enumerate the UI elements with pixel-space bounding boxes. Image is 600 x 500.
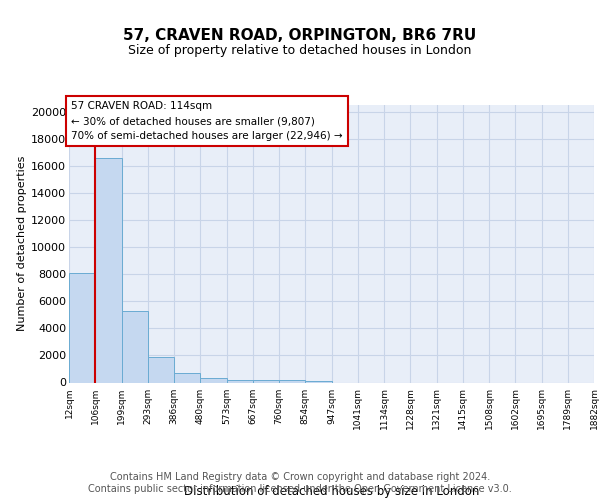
Bar: [253, 380, 279, 382]
Bar: [69, 273, 95, 382]
Text: 57 CRAVEN ROAD: 114sqm
← 30% of detached houses are smaller (9,807)
70% of semi-: 57 CRAVEN ROAD: 114sqm ← 30% of detached…: [71, 102, 343, 141]
Text: Size of property relative to detached houses in London: Size of property relative to detached ho…: [128, 44, 472, 57]
Y-axis label: Number of detached properties: Number of detached properties: [17, 156, 27, 332]
Bar: [279, 380, 305, 382]
Bar: [148, 358, 174, 382]
Text: Contains public sector information licensed under the Open Government Licence v3: Contains public sector information licen…: [88, 484, 512, 494]
Bar: [121, 311, 148, 382]
Bar: [305, 380, 331, 382]
Bar: [95, 158, 121, 382]
Text: Contains HM Land Registry data © Crown copyright and database right 2024.: Contains HM Land Registry data © Crown c…: [110, 472, 490, 482]
X-axis label: Distribution of detached houses by size in London: Distribution of detached houses by size …: [184, 485, 479, 498]
Bar: [200, 378, 227, 382]
Bar: [174, 373, 200, 382]
Bar: [227, 380, 253, 382]
Text: 57, CRAVEN ROAD, ORPINGTON, BR6 7RU: 57, CRAVEN ROAD, ORPINGTON, BR6 7RU: [124, 28, 476, 43]
